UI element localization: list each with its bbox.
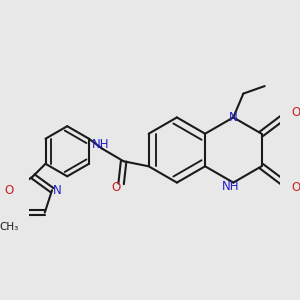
Text: NH: NH: [222, 180, 240, 193]
Text: CH₃: CH₃: [0, 222, 18, 232]
Text: O: O: [291, 181, 300, 194]
Text: O: O: [112, 181, 121, 194]
Text: O: O: [4, 184, 14, 197]
Text: N: N: [53, 184, 62, 197]
Text: NH: NH: [92, 139, 109, 152]
Text: N: N: [229, 111, 238, 124]
Text: O: O: [291, 106, 300, 119]
